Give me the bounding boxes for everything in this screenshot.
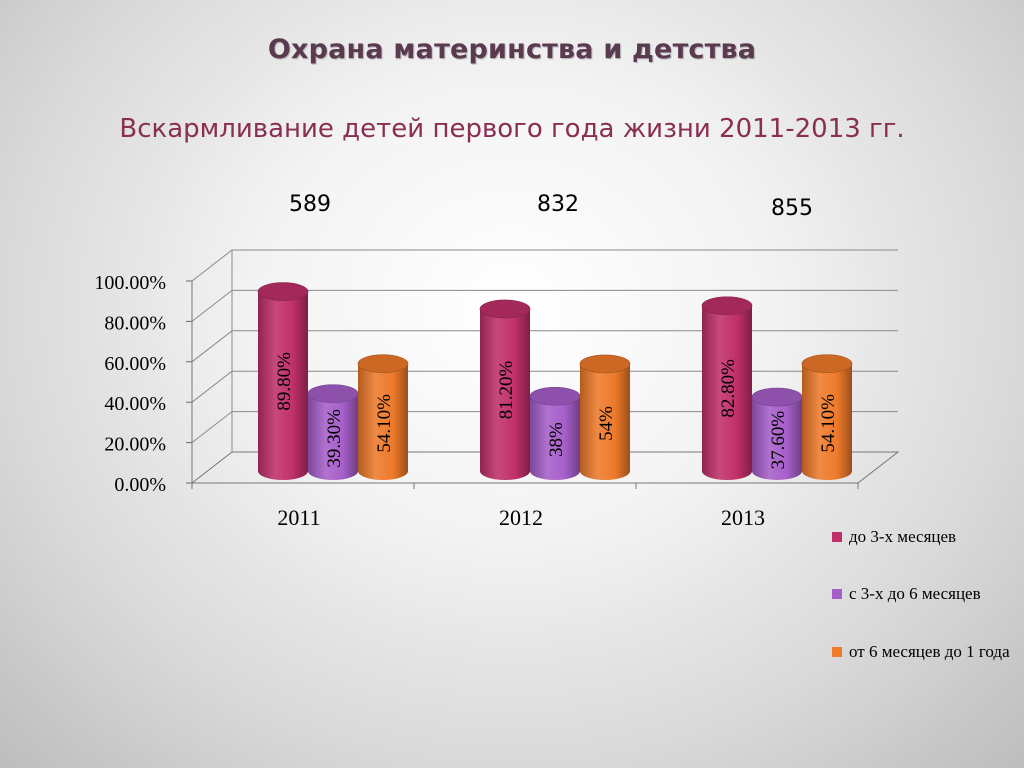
bar-top: [307, 384, 359, 403]
data-label-2013-series3: 54.10%: [818, 394, 839, 453]
legend-item-series1: до 3-х месяцев: [832, 526, 1022, 547]
data-label-2012-series3: 54%: [596, 406, 617, 441]
x-tick-label-2012: 2012: [499, 505, 543, 530]
legend-label-series2: с 3-х до 6 месяцев: [849, 584, 981, 603]
bar-2012-series2: [529, 386, 581, 480]
legend-item-series3: от 6 месяцев до 1 года: [832, 641, 1022, 662]
slide-title: Охрана материнства и детства: [267, 34, 757, 65]
bar-body: [258, 291, 308, 480]
legend-item-series2: с 3-х до 6 месяцев: [832, 583, 1022, 604]
bar-2011-series3: [357, 354, 409, 480]
count-2012: 832: [537, 192, 579, 217]
bar-body: [358, 363, 408, 480]
legend-label-series3: от 6 месяцев до 1 года: [849, 642, 1010, 661]
gridline-diag: [191, 249, 233, 282]
bar-2013-series3: [801, 354, 853, 480]
bar-2013-series1: [701, 296, 753, 480]
count-2013: 855: [771, 196, 813, 221]
gridline-diag: [191, 370, 233, 403]
y-tick-label: 100.00%: [94, 272, 166, 294]
data-label-2011-series1: 89.80%: [274, 352, 295, 411]
legend-swatch-series2: [832, 589, 842, 599]
legend-swatch-series3: [832, 647, 842, 657]
bar-body: [530, 396, 580, 480]
bar-body: [702, 305, 752, 480]
bar-2012-series3: [579, 354, 631, 480]
bar-top: [579, 354, 631, 374]
bar-top: [801, 354, 853, 374]
bar-2011-series1: [257, 282, 309, 480]
y-tick-label: 80.00%: [104, 312, 166, 334]
data-label-2013-series2: 37.60%: [768, 411, 789, 470]
bar-body: [752, 397, 802, 480]
slide-subtitle: Вскармливание детей первого года жизни 2…: [119, 114, 905, 144]
bar-top: [751, 387, 803, 407]
data-label-2013-series1: 82.80%: [718, 359, 739, 418]
bar-body: [308, 393, 358, 480]
y-tick-label: 60.00%: [104, 353, 166, 375]
bar-top: [257, 282, 309, 301]
chart-data-labels: 89.80% 39.30% 54.10% 81.20% 38% 54% 82.80% 37.6…: [274, 352, 839, 469]
bar-2011-series2: [307, 384, 359, 480]
data-label-2012-series1: 81.20%: [496, 361, 517, 420]
bar-top: [357, 354, 409, 374]
bar-body: [802, 363, 852, 480]
y-tick-label: 20.00%: [104, 434, 166, 456]
chart-axes: 0.00% 20.00% 40.00% 60.00% 80.00% 100.00% 2011…: [94, 272, 900, 530]
bar-top: [529, 386, 581, 406]
data-label-2011-series3: 54.10%: [374, 394, 395, 453]
bar-2012-series1: [479, 299, 531, 480]
bar-body: [580, 363, 630, 480]
x-tick-label-2013: 2013: [721, 505, 765, 530]
x-tick-label-2011: 2011: [277, 505, 320, 530]
bar-body: [480, 308, 530, 480]
bar-top: [701, 296, 753, 316]
legend-label-series1: до 3-х месяцев: [849, 527, 957, 546]
bar-2013-series2: [751, 387, 803, 480]
gridline-diag: [191, 330, 233, 363]
chart-bars: [257, 282, 853, 480]
gridline-diag: [191, 290, 233, 322]
y-tick-label: 0.00%: [114, 474, 166, 496]
gridline-diag: [191, 411, 233, 443]
data-label-2011-series2: 39.30%: [324, 409, 345, 468]
bar-top: [479, 299, 531, 319]
data-label-2012-series2: 38%: [546, 422, 567, 457]
legend-swatch-series1: [832, 532, 842, 542]
count-2011: 589: [289, 192, 331, 217]
y-tick-label: 40.00%: [104, 393, 166, 415]
